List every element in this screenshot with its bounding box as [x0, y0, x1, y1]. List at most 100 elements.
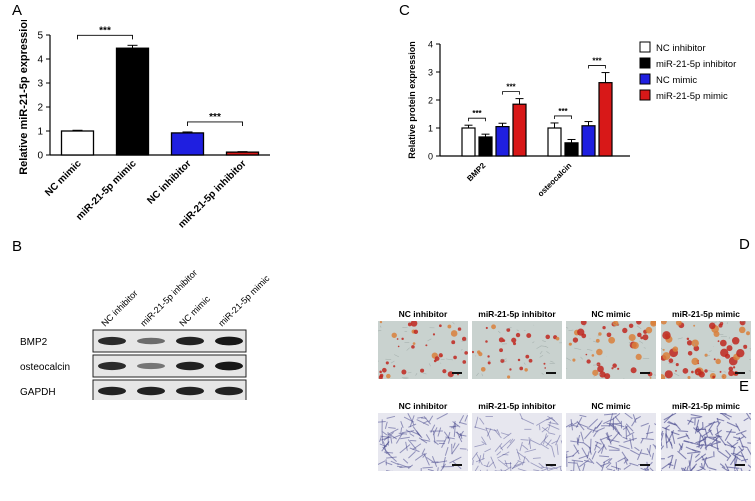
y-tick-label: 4: [37, 55, 43, 66]
micrograph-label: miR-21-5p mimic: [671, 309, 741, 319]
bar: [170, 132, 205, 156]
x-tick-label: BMP2: [465, 161, 487, 183]
micrograph-label: NC mimic: [591, 401, 631, 411]
bar: [547, 127, 562, 157]
lane-label: miR-21-5p mimic: [216, 273, 270, 329]
micrograph-image: [378, 321, 468, 379]
significance-label: ***: [506, 83, 516, 92]
blot-row-label: osteocalcin: [20, 362, 70, 373]
blot-row: [92, 379, 247, 400]
micrograph-image: [661, 321, 751, 379]
y-tick-label: 1: [37, 127, 43, 138]
scale-bar: [640, 464, 650, 466]
blot-row: [92, 329, 247, 353]
y-tick-label: 0: [428, 152, 433, 162]
blot-band: [98, 361, 126, 371]
bar: [478, 136, 493, 157]
significance-bracket: [77, 34, 133, 40]
micrograph-image: [566, 321, 656, 379]
legend-label: miR-21-5p inhibitor: [656, 59, 736, 70]
significance-bracket: [468, 117, 486, 122]
bar: [461, 127, 476, 157]
blot-band: [215, 361, 243, 371]
blot-band: [137, 386, 165, 396]
legend-swatch: [639, 73, 651, 85]
bar: [512, 103, 527, 157]
blot-band: [98, 336, 126, 346]
y-tick-label: 1: [428, 124, 433, 134]
panel-letter-b: B: [12, 238, 23, 255]
x-tick-label: osteocalcin: [536, 161, 574, 199]
y-axis-label: Relative miR-21-5p expression: [18, 20, 30, 175]
blot-band: [215, 336, 243, 346]
y-axis-label: Relative protein expression: [407, 41, 417, 159]
blot-band: [137, 362, 165, 370]
legend-label: miR-21-5p mimic: [656, 91, 728, 102]
panel-letter-c: C: [399, 2, 410, 19]
micrograph-label: miR-21-5p inhibitor: [478, 309, 556, 319]
blot-row-label: BMP2: [20, 337, 48, 348]
significance-label: ***: [99, 25, 111, 36]
legend-swatch: [639, 89, 651, 101]
micrograph-image: [566, 413, 656, 471]
blot-band: [215, 386, 243, 396]
significance-bracket: [187, 121, 243, 126]
x-tick-label: NC inhibitor: [145, 158, 193, 206]
panel-letter-a: A: [12, 2, 23, 19]
y-tick-label: 3: [37, 79, 43, 90]
significance-label: ***: [558, 107, 568, 116]
panel-letter-e: E: [739, 378, 750, 395]
blot-band: [176, 386, 204, 396]
scale-bar: [735, 372, 745, 374]
legend-swatch: [639, 41, 651, 53]
blot-band: [176, 336, 204, 346]
scale-bar: [452, 464, 462, 466]
bar: [581, 125, 596, 157]
legend-label: NC inhibitor: [656, 43, 706, 54]
scale-bar: [546, 372, 556, 374]
micrograph-label: miR-21-5p mimic: [671, 401, 741, 411]
chart-c: 0 1 2 3 4 Relative protein expression BMP2 *** *…: [407, 40, 736, 199]
x-tick-label: NC mimic: [43, 158, 84, 199]
y-tick-label: 2: [428, 96, 433, 106]
micrograph-label: NC inhibitor: [398, 401, 448, 411]
micrograph-label: NC inhibitor: [398, 309, 448, 319]
blot-row-label: GAPDH: [20, 387, 56, 398]
micrograph-image: [472, 413, 562, 471]
significance-label: ***: [209, 112, 221, 123]
legend-label: NC mimic: [656, 75, 697, 86]
lane-label: NC mimic: [177, 293, 212, 328]
micrograph-label: NC mimic: [591, 309, 631, 319]
significance-bracket: [588, 65, 606, 69]
significance-bracket: [554, 115, 572, 119]
chart-a: 0 1 2 3 4 5 Relative miR-21-5p expression NC mi…: [18, 20, 270, 231]
micrograph-image: [378, 413, 468, 471]
y-tick-label: 3: [428, 68, 433, 78]
blot-band: [176, 361, 204, 371]
y-tick-label: 5: [37, 31, 43, 42]
scale-bar: [546, 464, 556, 466]
blot-band: [137, 337, 165, 345]
micrograph-image: [661, 413, 751, 471]
significance-label: ***: [472, 109, 482, 118]
significance-label: ***: [592, 57, 602, 66]
bar: [60, 130, 95, 156]
legend-swatch: [639, 57, 651, 69]
micrograph-label: miR-21-5p inhibitor: [478, 401, 556, 411]
bar: [598, 82, 613, 157]
panel-letter-d: D: [739, 236, 750, 253]
x-tick-label: miR-21-5p mimic: [74, 158, 139, 223]
scale-bar: [735, 464, 745, 466]
blot-band: [98, 386, 126, 396]
bar: [115, 47, 150, 156]
y-tick-label: 0: [37, 151, 43, 162]
blot-row: [92, 354, 247, 378]
y-tick-label: 2: [37, 103, 43, 114]
scale-bar: [640, 372, 650, 374]
bar: [495, 125, 510, 157]
scale-bar: [452, 372, 462, 374]
bar: [564, 142, 579, 157]
y-tick-label: 4: [428, 40, 433, 50]
micrograph-image: [472, 321, 562, 379]
